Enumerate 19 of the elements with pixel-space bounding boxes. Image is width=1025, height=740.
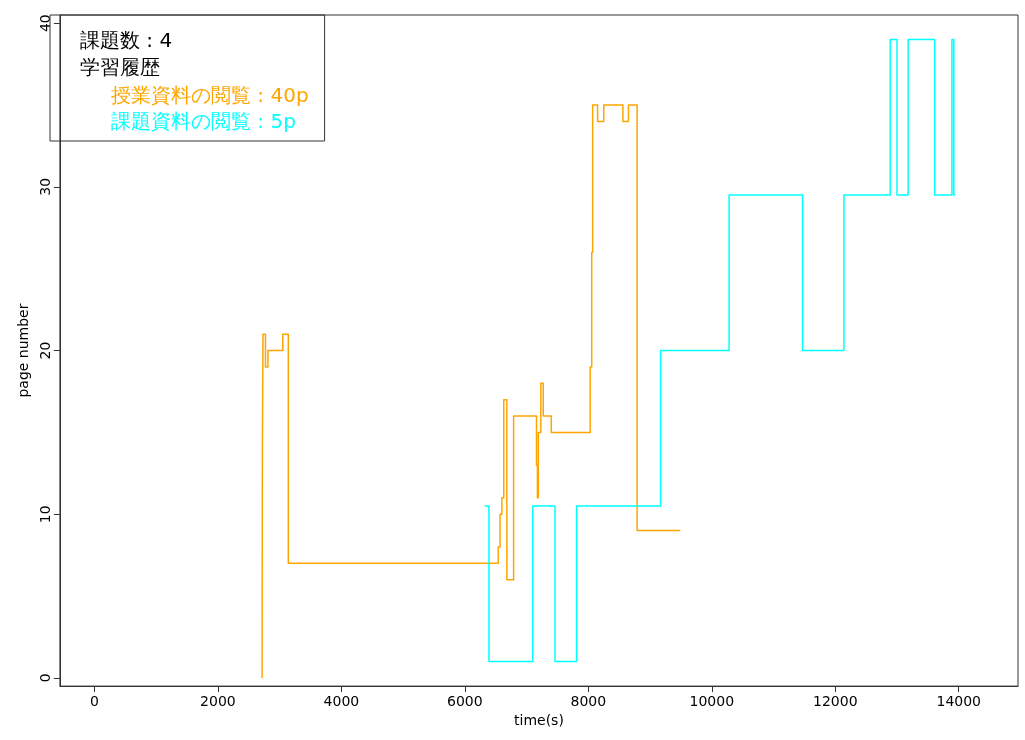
annotation: 課題数 : 4 <box>80 28 173 52</box>
y-tick-label: 0 <box>36 673 53 683</box>
y-tick-label: 30 <box>36 177 53 196</box>
y-tick-label: 10 <box>36 505 53 524</box>
y-axis-title: page number <box>15 303 31 398</box>
x-axis-title: time(s) <box>514 712 564 728</box>
x-tick-label: 2000 <box>200 693 236 710</box>
y-tick-label: 20 <box>36 341 53 360</box>
x-tick-label: 4000 <box>323 693 360 710</box>
x-tick-label: 14000 <box>936 693 982 710</box>
x-tick-label: 8000 <box>570 693 607 710</box>
x-tick-label: 6000 <box>447 693 483 710</box>
x-tick-label: 0 <box>90 693 99 710</box>
x-tick-label: 10000 <box>689 693 735 710</box>
y-tick-label: 40 <box>36 14 53 33</box>
annotation: 学習履歴 <box>80 55 160 79</box>
x-tick-label: 12000 <box>813 693 858 710</box>
text: 授業資料の閲覧 : 40p <box>111 83 309 107</box>
text: 課題資料の閲覧 : 5p <box>111 109 296 133</box>
